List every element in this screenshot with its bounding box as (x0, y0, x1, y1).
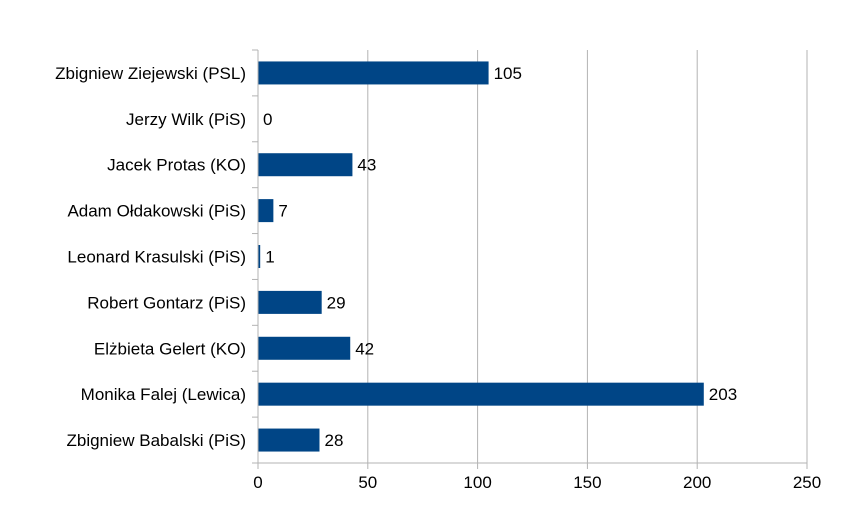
x-tick-label: 200 (683, 473, 711, 492)
category-label: Monika Falej (Lewica) (81, 385, 246, 404)
data-label: 0 (263, 110, 272, 129)
data-label: 1 (265, 248, 274, 267)
x-tick-label: 0 (253, 473, 262, 492)
bar (258, 153, 353, 177)
labels: 0 50 100 150 200 250 Zbigniew Ziejewski (PSL) 1… (55, 64, 821, 492)
data-label: 42 (355, 339, 374, 358)
category-label: Zbigniew Ziejewski (PSL) (55, 64, 246, 83)
category-label: Leonard Krasulski (PiS) (67, 248, 246, 267)
bar (258, 245, 261, 268)
category-label: Elżbieta Gelert (KO) (94, 339, 246, 358)
x-tick-label: 100 (463, 473, 491, 492)
category-label: Jerzy Wilk (PiS) (126, 110, 246, 129)
data-label: 29 (327, 293, 346, 312)
data-label: 7 (278, 202, 287, 221)
category-label: Robert Gontarz (PiS) (87, 293, 246, 312)
x-tick-label: 50 (358, 473, 377, 492)
x-tick-label: 150 (573, 473, 601, 492)
x-tick-label: 250 (793, 473, 821, 492)
bar (258, 199, 274, 223)
category-label: Zbigniew Babalski (PiS) (66, 431, 246, 450)
bar (258, 61, 489, 85)
data-label: 203 (709, 385, 737, 404)
category-label: Adam Ołdakowski (PiS) (67, 202, 246, 221)
bar (258, 382, 704, 406)
data-label: 105 (494, 64, 522, 83)
bar (258, 290, 322, 314)
bars (258, 61, 704, 452)
bar (258, 428, 320, 452)
axes (252, 49, 808, 469)
bar (258, 336, 351, 360)
data-label: 28 (324, 431, 343, 450)
data-label: 43 (357, 156, 376, 175)
category-label: Jacek Protas (KO) (107, 156, 246, 175)
